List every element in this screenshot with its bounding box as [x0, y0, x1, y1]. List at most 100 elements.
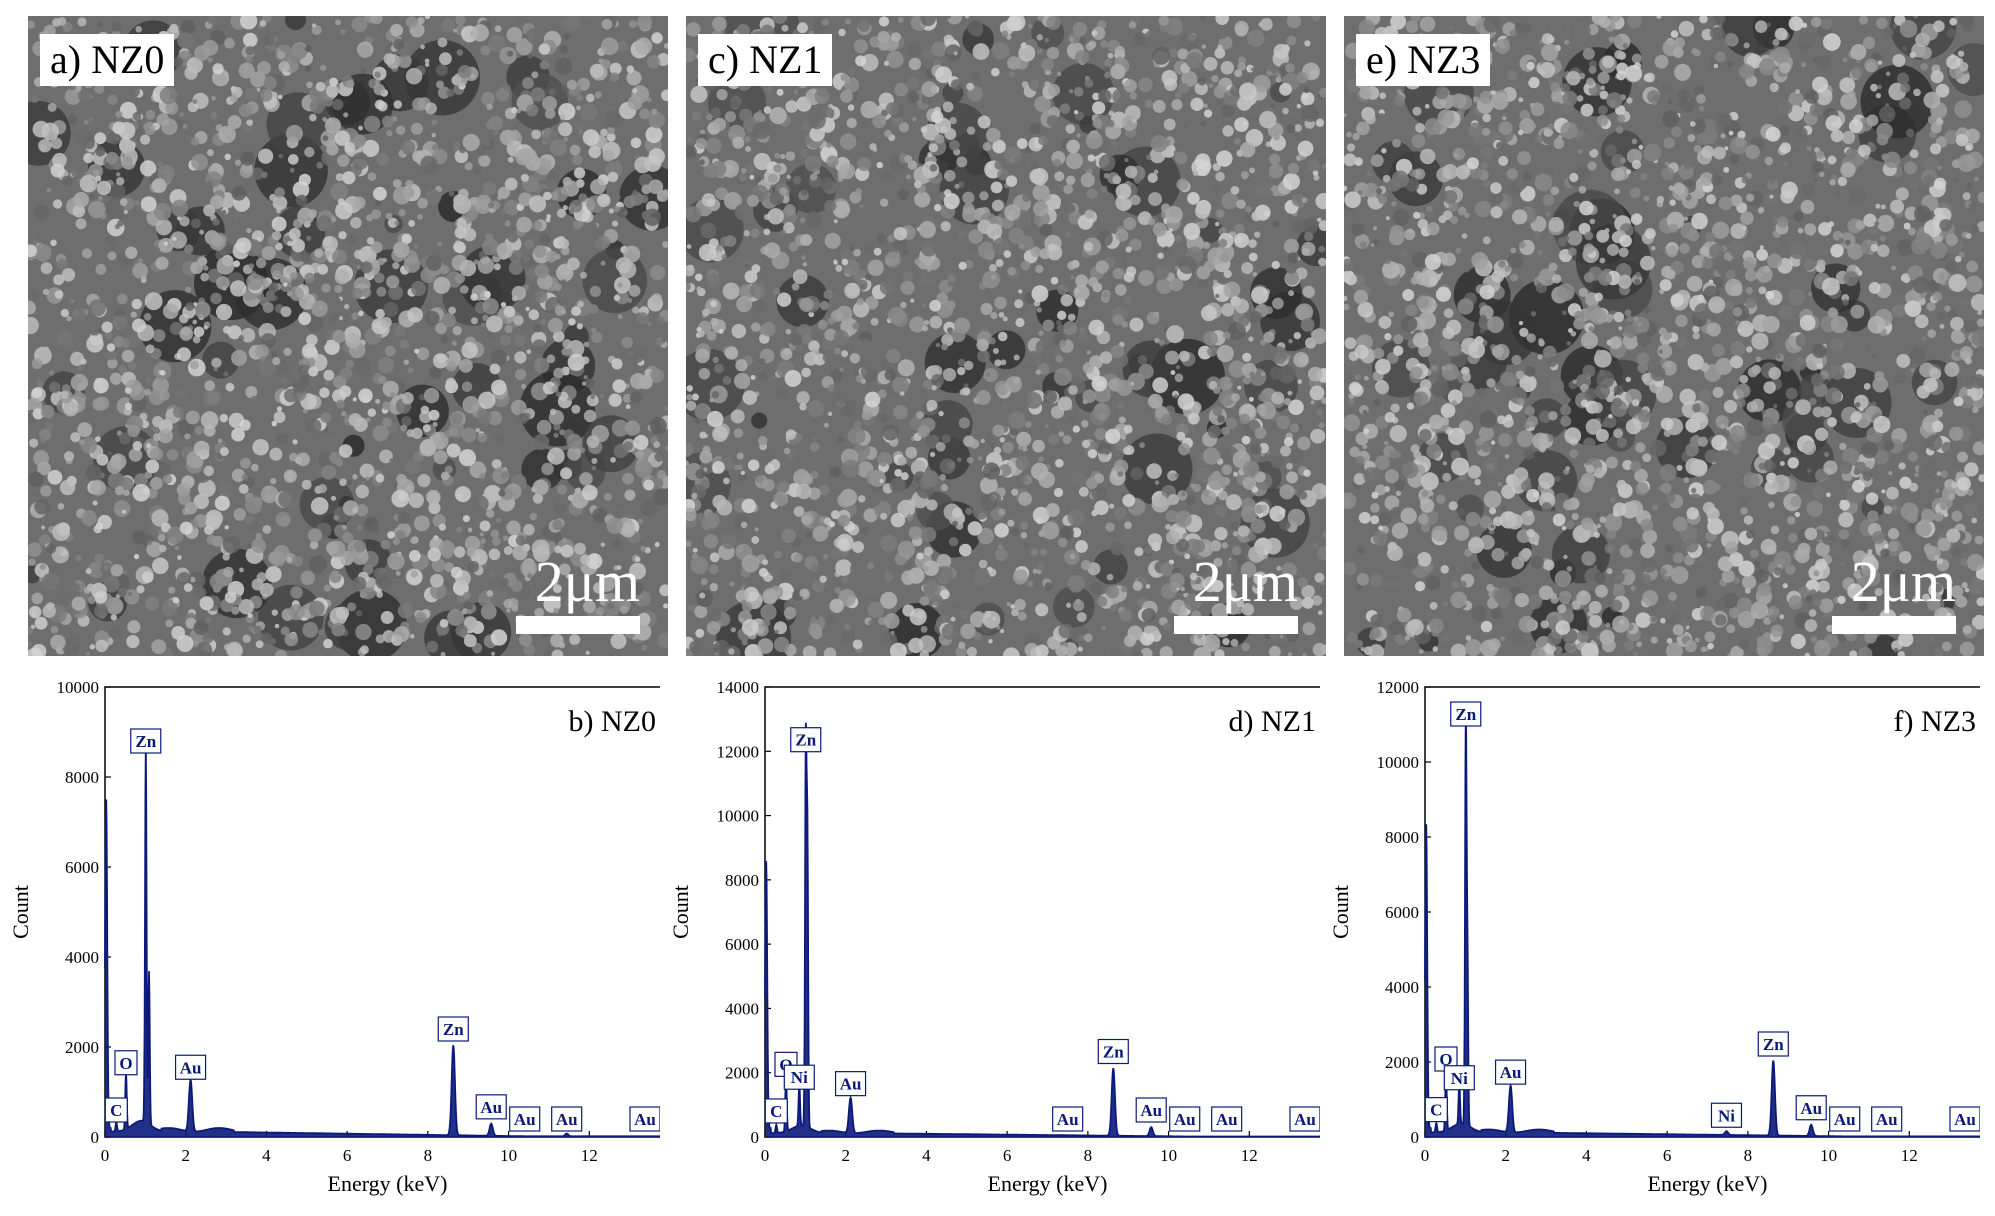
sem-image-nz1	[686, 16, 1326, 656]
y-axis-label: Count	[1328, 885, 1353, 939]
peak-annotation-label: Au	[556, 1110, 578, 1129]
peak-annotation-label: O	[119, 1054, 132, 1073]
scale-bar	[516, 616, 640, 634]
peak-annotation-label: Au	[480, 1098, 502, 1117]
y-tick-label: 6000	[1385, 903, 1419, 922]
y-tick-label: 4000	[1385, 978, 1419, 997]
x-tick-label: 8	[1084, 1146, 1093, 1165]
x-tick-label: 6	[1663, 1146, 1672, 1165]
peak-annotation-label: Zn	[1455, 705, 1476, 724]
y-tick-label: 10000	[717, 807, 760, 826]
y-tick-label: 8000	[1385, 828, 1419, 847]
scale-bar-label: 2μm	[534, 549, 640, 614]
eds-spectrum-nz3: 02468101214020004000600080001000012000En…	[1328, 678, 1980, 1196]
peak-annotation: C	[1424, 1097, 1448, 1123]
peak-annotation: Au	[1169, 1106, 1201, 1132]
peak-annotation-label: Au	[514, 1110, 536, 1129]
x-tick-label: 8	[1744, 1146, 1753, 1165]
x-tick-label: 2	[1501, 1146, 1510, 1165]
x-tick-label: 0	[101, 1146, 110, 1165]
x-axis-label: Energy (keV)	[988, 1171, 1108, 1196]
peak-annotation-label: Ni	[1451, 1069, 1468, 1088]
sem-panel-nz1: c) NZ1 2μm	[686, 16, 1326, 656]
y-tick-label: 10000	[1377, 753, 1420, 772]
peak-annotation: Zn	[1450, 701, 1482, 727]
peak-annotation: Au	[551, 1106, 583, 1132]
peak-annotation-label: C	[1430, 1101, 1442, 1120]
y-tick-label: 2000	[725, 1064, 759, 1083]
y-tick-label: 8000	[725, 871, 759, 890]
eds-spectrum-nz1: 0246810121402000400060008000100001200014…	[668, 678, 1320, 1196]
peak-annotation-label: Au	[1294, 1110, 1316, 1129]
peak-annotation-label: Au	[1500, 1063, 1522, 1082]
x-tick-label: 4	[262, 1146, 271, 1165]
plot-frame	[764, 686, 1320, 1138]
spectrum-line	[104, 743, 660, 1138]
peak-annotation-label: Au	[634, 1110, 656, 1129]
x-tick-label: 2	[181, 1146, 190, 1165]
peak-annotation: Zn	[790, 727, 822, 753]
panel-label: b) NZ0	[569, 705, 656, 738]
y-tick-label: 6000	[725, 935, 759, 954]
peak-annotation: Au	[509, 1106, 541, 1132]
peak-annotation-label: Zn	[443, 1020, 464, 1039]
x-tick-label: 10	[500, 1146, 517, 1165]
peak-annotation: Au	[174, 1054, 207, 1080]
eds-chart-nz1: 0246810121402000400060008000100001200014…	[660, 672, 1320, 1212]
peak-annotation: Au	[1052, 1106, 1084, 1132]
peak-annotation-label: C	[770, 1102, 782, 1121]
x-tick-label: 8	[424, 1146, 433, 1165]
scale-bar-label: 2μm	[1192, 549, 1298, 614]
sem-image-nz3	[1344, 16, 1984, 656]
sem-panel-label: a) NZ0	[40, 34, 175, 86]
sem-image-nz0	[28, 16, 668, 656]
peak-annotation: Au	[1211, 1106, 1243, 1132]
spectrum-line	[764, 722, 1320, 1138]
x-tick-label: 6	[1003, 1146, 1012, 1165]
sem-panel-nz3: e) NZ3 2μm	[1344, 16, 1984, 656]
x-tick-label: 4	[922, 1146, 931, 1165]
panel-label: f) NZ3	[1894, 705, 1976, 738]
peak-annotation-label: Au	[840, 1075, 862, 1094]
x-tick-label: 6	[343, 1146, 352, 1165]
peak-annotation: Zn	[130, 728, 162, 754]
peak-annotation-label: Zn	[795, 731, 816, 750]
y-tick-label: 2000	[1385, 1053, 1419, 1072]
peak-annotation-label: Au	[1876, 1110, 1898, 1129]
panel-label: d) NZ1	[1229, 705, 1316, 738]
x-axis-label: Energy (keV)	[328, 1171, 448, 1196]
peak-annotation: Zn	[1757, 1031, 1789, 1057]
eds-chart-nz3: 02468101214020004000600080001000012000En…	[1320, 672, 1980, 1212]
y-tick-label: 12000	[1377, 678, 1420, 697]
y-tick-label: 4000	[725, 999, 759, 1018]
peak-annotation: Au	[1795, 1095, 1827, 1121]
peak-annotation-label: Au	[1057, 1110, 1079, 1129]
peak-annotation-label: Au	[1954, 1110, 1976, 1129]
peak-annotation-label: Ni	[791, 1068, 808, 1087]
peak-annotation: Au	[1949, 1106, 1980, 1132]
scale-bar	[1174, 616, 1298, 634]
y-tick-label: 10000	[57, 678, 100, 697]
peak-annotation: Au	[475, 1094, 507, 1120]
x-tick-label: 12	[581, 1146, 598, 1165]
y-tick-label: 0	[91, 1128, 100, 1147]
peak-annotation-label: Au	[180, 1058, 202, 1077]
x-tick-label: 12	[1901, 1146, 1918, 1165]
peak-annotation-label: Zn	[1103, 1043, 1124, 1062]
y-tick-label: 4000	[65, 948, 99, 967]
y-tick-label: 0	[1411, 1128, 1420, 1147]
peak-annotation: Zn	[1097, 1038, 1129, 1065]
peak-annotation: Au	[1289, 1106, 1320, 1132]
peak-annotation-label: Ni	[1718, 1106, 1735, 1125]
x-tick-label: 12	[1241, 1146, 1258, 1165]
peak-annotation: C	[104, 1097, 128, 1123]
peak-annotation: Au	[1871, 1106, 1903, 1132]
peak-annotation-label: C	[110, 1101, 122, 1120]
eds-chart-nz0: 024681012140200040006000800010000Energy …	[0, 672, 660, 1212]
peak-annotation: Au	[834, 1071, 867, 1097]
peak-annotation: O	[114, 1050, 138, 1076]
x-tick-label: 4	[1582, 1146, 1591, 1165]
peak-annotation-label: Au	[1140, 1101, 1162, 1120]
x-axis-label: Energy (keV)	[1648, 1171, 1768, 1196]
sem-panel-label: e) NZ3	[1356, 34, 1491, 86]
